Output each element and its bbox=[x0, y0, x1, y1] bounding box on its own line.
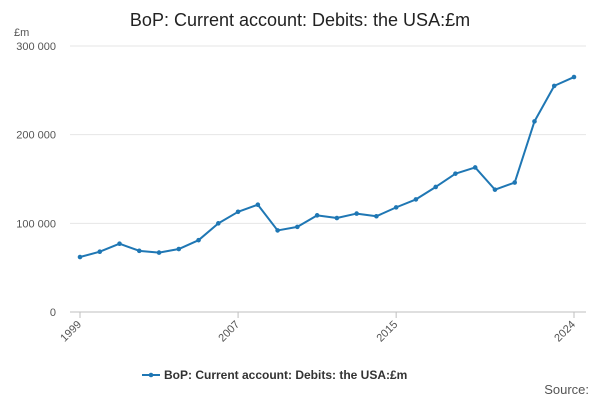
data-point bbox=[492, 187, 498, 192]
data-point bbox=[77, 254, 83, 260]
data-point bbox=[472, 165, 478, 170]
x-axis: 1999 2007 2015 2024 bbox=[58, 312, 578, 344]
data-point bbox=[393, 205, 399, 210]
data-point bbox=[255, 202, 261, 208]
data-point bbox=[354, 211, 359, 216]
data-point bbox=[136, 248, 142, 254]
data-point bbox=[117, 241, 122, 247]
source-label: Source: bbox=[544, 382, 589, 397]
gridlines bbox=[70, 45, 586, 313]
y-tick-label: 300 000 bbox=[16, 41, 56, 53]
legend-swatch-marker bbox=[148, 372, 154, 378]
data-point bbox=[295, 224, 300, 230]
series-layer bbox=[77, 74, 577, 260]
x-tick-label: 1999 bbox=[58, 319, 84, 345]
data-point bbox=[551, 83, 557, 89]
data-point bbox=[97, 249, 103, 255]
data-point bbox=[453, 171, 458, 176]
data-point bbox=[216, 221, 221, 226]
legend-label: BoP: Current account: Debits: the USA:£m bbox=[164, 368, 407, 382]
data-point bbox=[433, 184, 438, 190]
data-point bbox=[176, 246, 182, 252]
legend-item[interactable]: BoP: Current account: Debits: the USA:£m bbox=[142, 368, 407, 382]
chart-title: BoP: Current account: Debits: the USA:£m bbox=[130, 10, 470, 30]
x-tick-label: 2024 bbox=[552, 319, 578, 345]
data-point bbox=[275, 228, 280, 233]
data-point bbox=[413, 197, 419, 202]
data-point bbox=[196, 237, 201, 243]
data-point bbox=[334, 215, 340, 221]
data-point bbox=[532, 119, 537, 124]
y-tick-label: 200 000 bbox=[16, 130, 56, 142]
y-axis-ticks: 0 100 000 200 000 300 000 bbox=[16, 41, 56, 319]
x-tick-label: 2007 bbox=[216, 319, 242, 345]
data-point bbox=[571, 74, 577, 80]
data-point bbox=[512, 180, 518, 185]
y-axis-unit-label: £m bbox=[14, 27, 29, 39]
data-point bbox=[314, 213, 320, 218]
data-point bbox=[235, 209, 241, 215]
data-point bbox=[374, 213, 379, 219]
x-tick-label: 2015 bbox=[374, 319, 400, 345]
legend[interactable]: BoP: Current account: Debits: the USA:£m bbox=[142, 368, 407, 382]
y-tick-label: 100 000 bbox=[16, 218, 56, 230]
series-line bbox=[79, 76, 575, 259]
y-tick-label: 0 bbox=[50, 307, 56, 319]
data-point bbox=[156, 250, 162, 255]
